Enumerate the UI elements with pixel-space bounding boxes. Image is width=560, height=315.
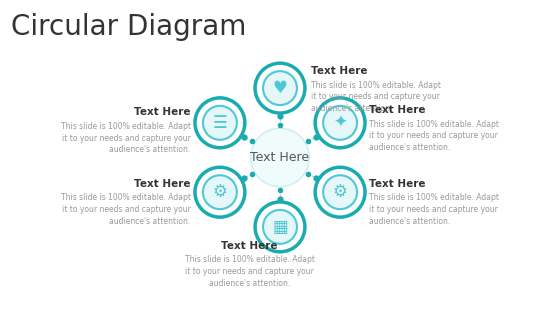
Text: Text Here: Text Here xyxy=(221,241,278,251)
Text: This slide is 100% editable. Adapt
it to your needs and capture your
audience's : This slide is 100% editable. Adapt it to… xyxy=(60,122,190,154)
Text: ⚙: ⚙ xyxy=(212,183,227,201)
Text: Text Here: Text Here xyxy=(370,179,426,189)
Text: ⚙: ⚙ xyxy=(333,183,348,201)
Text: Text Here: Text Here xyxy=(134,107,190,117)
Text: ♥: ♥ xyxy=(273,79,287,97)
Text: ✦: ✦ xyxy=(333,114,347,132)
Circle shape xyxy=(315,98,365,148)
Circle shape xyxy=(263,210,297,244)
Text: ☰: ☰ xyxy=(212,114,227,132)
Text: Circular Diagram: Circular Diagram xyxy=(11,13,246,41)
Circle shape xyxy=(255,63,305,113)
Circle shape xyxy=(315,167,365,217)
Text: This slide is 100% editable. Adapt
it to your needs and capture your
audience's : This slide is 100% editable. Adapt it to… xyxy=(311,81,441,113)
Circle shape xyxy=(195,98,245,148)
Text: This slide is 100% editable. Adapt
it to your needs and capture your
audience's : This slide is 100% editable. Adapt it to… xyxy=(185,255,315,288)
Text: Text Here: Text Here xyxy=(250,151,310,164)
Text: ▦: ▦ xyxy=(272,218,288,236)
Circle shape xyxy=(251,128,309,187)
Circle shape xyxy=(203,106,237,140)
Circle shape xyxy=(203,175,237,209)
Circle shape xyxy=(195,167,245,217)
Text: This slide is 100% editable. Adapt
it to your needs and capture your
audience's : This slide is 100% editable. Adapt it to… xyxy=(370,193,500,226)
Text: Text Here: Text Here xyxy=(134,179,190,189)
Circle shape xyxy=(263,71,297,105)
Text: Text Here: Text Here xyxy=(370,105,426,115)
Text: This slide is 100% editable. Adapt
it to your needs and capture your
audience's : This slide is 100% editable. Adapt it to… xyxy=(60,193,190,226)
Text: Text Here: Text Here xyxy=(311,66,368,76)
Text: This slide is 100% editable. Adapt
it to your needs and capture your
audience's : This slide is 100% editable. Adapt it to… xyxy=(370,120,500,152)
Circle shape xyxy=(323,106,357,140)
Circle shape xyxy=(255,202,305,252)
Circle shape xyxy=(323,175,357,209)
